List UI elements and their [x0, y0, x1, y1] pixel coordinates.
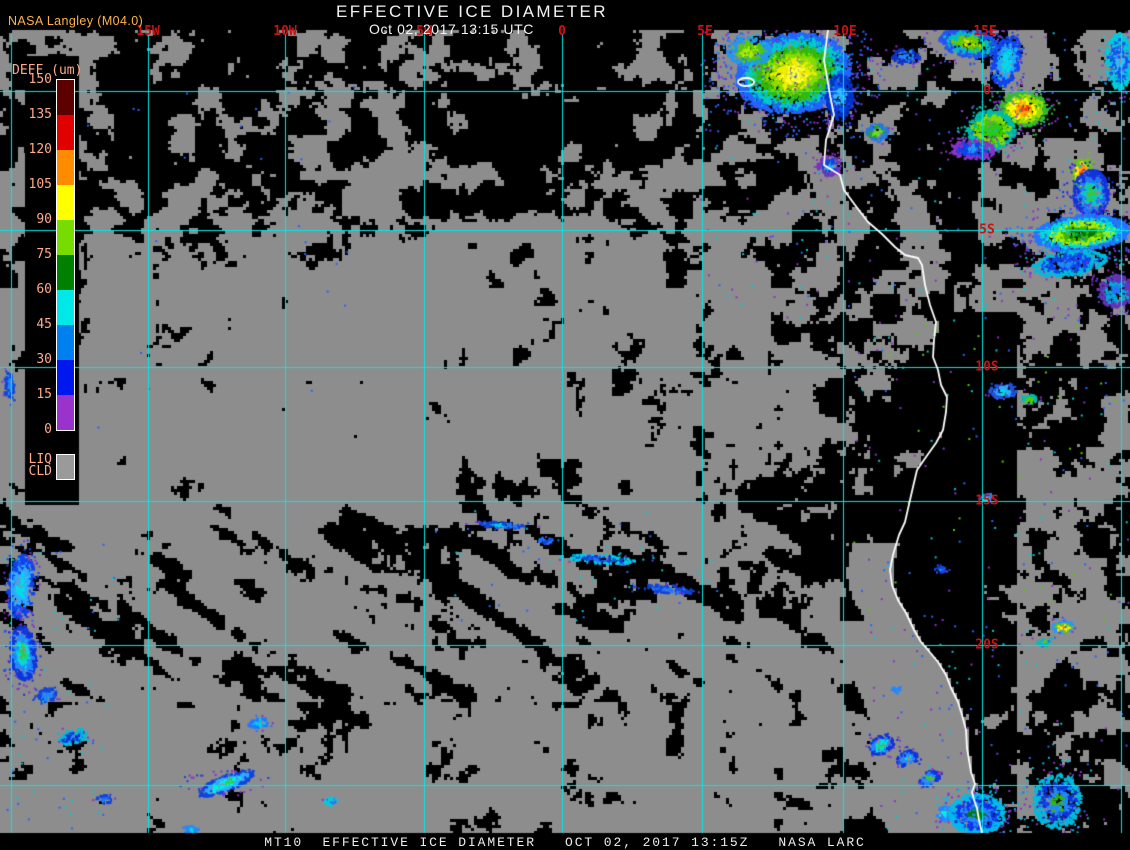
colorbar-tick-45: 45: [10, 317, 52, 332]
colorbar-tick-30: 30: [10, 352, 52, 367]
colorbar-tick-90: 90: [10, 212, 52, 227]
liquid-cloud-swatch: [56, 454, 75, 480]
colorbar-segment-15-30: [57, 360, 74, 395]
colorbar-tick-15: 15: [10, 387, 52, 402]
colorbar-segment-135-150: [57, 80, 74, 115]
lat-label-0: 0: [983, 84, 991, 99]
satellite-map-canvas: [0, 0, 1130, 850]
colorbar-segment-90-105: [57, 185, 74, 220]
colorbar-segment-30-45: [57, 325, 74, 360]
colorbar-tick-0: 0: [10, 422, 52, 437]
lat-label-20S: 20S: [975, 638, 998, 653]
colorbar-segment-45-60: [57, 290, 74, 325]
lat-label-10S: 10S: [975, 360, 998, 375]
satellite-image-viewer: EFFECTIVE ICE DIAMETER Oct 02, 2017 13:1…: [0, 0, 1130, 850]
colorbar-segment-105-120: [57, 150, 74, 185]
nasa-langley-credit: NASA Langley (M04.0): [8, 14, 143, 28]
colorbar-segment-120-135: [57, 115, 74, 150]
lon-label-5E: 5E: [697, 24, 713, 39]
lat-label-15S: 15S: [975, 494, 998, 509]
lon-label-15E: 15E: [973, 24, 996, 39]
colorbar-tick-105: 105: [10, 177, 52, 192]
colorbar-tick-135: 135: [10, 107, 52, 122]
colorbar: [56, 79, 75, 431]
lon-label-10W: 10W: [273, 24, 296, 39]
colorbar-tick-150: 150: [10, 72, 52, 87]
cld-label: CLD: [10, 464, 52, 479]
image-datetime: Oct 02, 2017 13:15 UTC: [369, 21, 534, 37]
lon-label-10E: 10E: [833, 24, 856, 39]
colorbar-segment-0-15: [57, 395, 74, 430]
colorbar-segment-75-90: [57, 220, 74, 255]
lat-label-5S: 5S: [979, 223, 995, 238]
colorbar-tick-120: 120: [10, 142, 52, 157]
colorbar-tick-60: 60: [10, 282, 52, 297]
colorbar-tick-75: 75: [10, 247, 52, 262]
lon-label-0: 0: [558, 24, 566, 39]
page-title: EFFECTIVE ICE DIAMETER: [336, 2, 608, 22]
colorbar-segment-60-75: [57, 255, 74, 290]
footer-annotation: MT10 EFFECTIVE ICE DIAMETER OCT 02, 2017…: [264, 835, 865, 850]
